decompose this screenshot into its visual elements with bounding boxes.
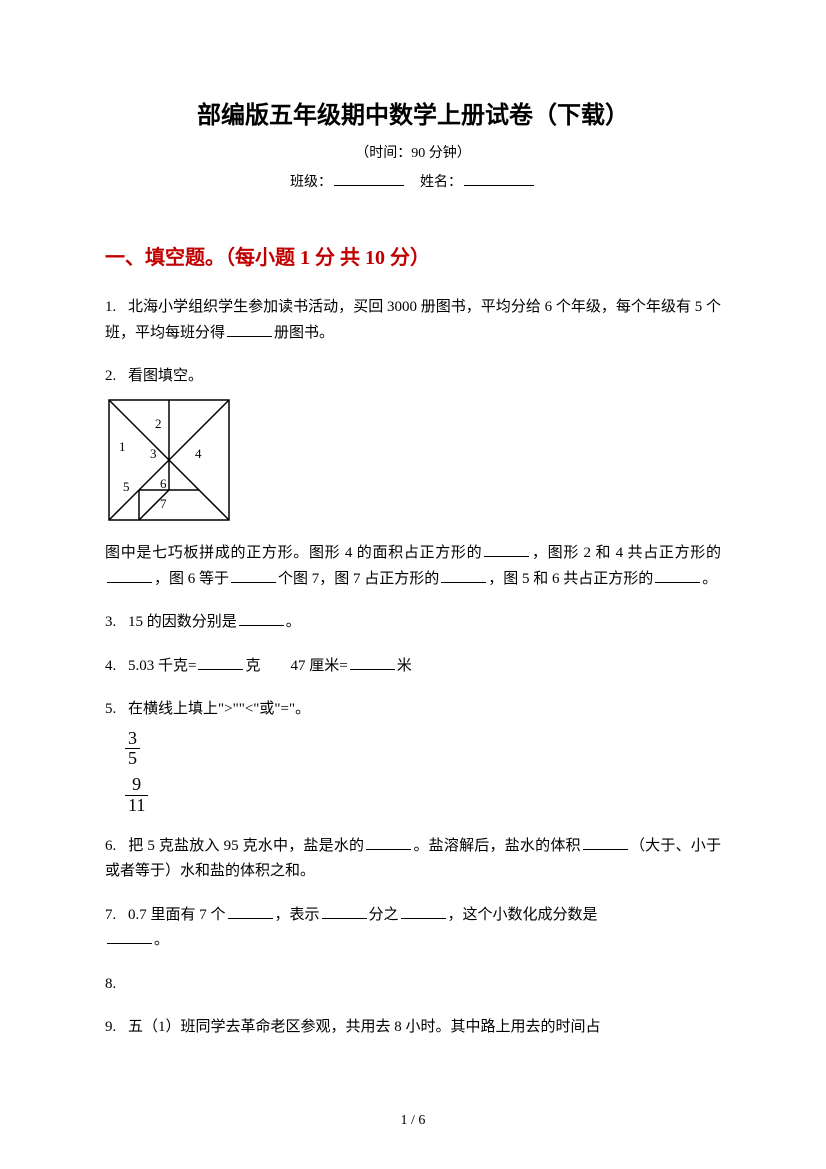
question-7: 7. 0.7 里面有 7 个 ，表示 分之 ，这个小数化成分数是。 [105,903,721,954]
q7-blank-2[interactable] [322,903,367,919]
q5-frac2-num: 9 [125,775,148,796]
q9-number: 9. [105,1019,116,1035]
q7-blank-3[interactable] [401,903,446,919]
q7-number: 7. [105,907,116,923]
name-blank[interactable] [464,170,534,186]
q6-text-a: 把 5 克盐放入 95 克水中，盐是水的 [128,838,364,854]
q2-text-d: 个图 7，图 7 占正方形的 [278,571,439,587]
q1-text-a: 北海小学组织学生参加读书活动，买回 3000 册图书，平均分给 6 个年级，每个… [105,299,721,341]
q2-blank-1[interactable] [484,541,529,557]
page-footer: 1 / 6 [0,1113,826,1129]
q2-text-e: ，图 5 和 6 共占正方形的 [488,571,653,587]
q7-text-a: 0.7 里面有 7 个 [128,907,226,923]
q6-blank-2[interactable] [583,834,628,850]
question-8: 8. [105,972,721,998]
q7-blank-4[interactable] [107,928,152,944]
q4-text-d: 米 [397,658,412,674]
question-2: 2. 看图填空。 1 2 3 4 5 6 7 [105,364,721,592]
exam-time: （时间：90 分钟） [105,142,721,162]
svg-text:7: 7 [160,496,167,511]
q3-blank[interactable] [239,610,284,626]
q4-number: 4. [105,658,116,674]
q2-blank-3[interactable] [231,567,276,583]
q5-frac1-den: 5 [125,749,140,769]
q5-fraction-1: 3 5 [125,729,140,770]
section-1-header: 一、填空题。（每小题 1 分 共 10 分） [105,241,721,270]
q6-number: 6. [105,838,116,854]
svg-text:6: 6 [160,476,167,491]
question-6: 6. 把 5 克盐放入 95 克水中，盐是水的。盐溶解后，盐水的体积（大于、小于… [105,834,721,885]
question-4: 4. 5.03 千克= 克 47 厘米= 米 [105,654,721,680]
q8-number: 8. [105,976,116,992]
q3-number: 3. [105,614,116,630]
q2-blank-5[interactable] [655,567,700,583]
q2-text-a: 图中是七巧板拼成的正方形。图形 4 的面积占正方形的 [105,545,482,561]
q1-text-b: 册图书。 [274,325,334,341]
q2-text-b: ，图形 2 和 4 共占正方形的 [531,545,721,561]
q5-fraction-2: 9 11 [125,775,148,816]
q3-text-b: 。 [286,614,301,630]
svg-text:3: 3 [150,446,157,461]
q2-lead: 看图填空。 [128,368,203,384]
exam-title: 部编版五年级期中数学上册试卷（下载） [105,95,721,130]
question-5: 5. 在横线上填上">""<"或"="。 3 5 9 11 [105,697,721,816]
q1-number: 1. [105,299,116,315]
svg-text:1: 1 [119,439,126,454]
question-9: 9. 五（1）班同学去革命老区参观，共用去 8 小时。其中路上用去的时间占 [105,1015,721,1041]
svg-text:4: 4 [195,446,202,461]
q6-text-b: 。盐溶解后，盐水的体积 [413,838,581,854]
q1-blank[interactable] [227,321,272,337]
q2-text-f: 。 [702,571,717,587]
question-3: 3. 15 的因数分别是 。 [105,610,721,636]
question-1: 1. 北海小学组织学生参加读书活动，买回 3000 册图书，平均分给 6 个年级… [105,295,721,346]
q4-blank-1[interactable] [198,654,243,670]
q5-frac2-den: 11 [125,796,148,816]
class-blank[interactable] [334,170,404,186]
student-info-line: 班级： 姓名： [105,170,721,191]
q2-text-c: ，图 6 等于 [154,571,229,587]
q7-text-e: 。 [154,932,169,948]
q7-text-b: ，表示 [275,907,320,923]
q6-blank-1[interactable] [366,834,411,850]
class-label: 班级： [290,175,332,190]
q5-frac1-num: 3 [125,729,140,750]
q3-text-a: 15 的因数分别是 [128,614,237,630]
name-label: 姓名： [420,175,462,190]
q4-text-b: 克 [245,658,260,674]
q5-lead: 在横线上填上">""<"或"="。 [128,701,310,717]
q7-blank-1[interactable] [228,903,273,919]
q5-number: 5. [105,701,116,717]
q4-text-a: 5.03 千克= [128,658,196,674]
tangram-figure: 1 2 3 4 5 6 7 [105,396,721,532]
q2-blank-4[interactable] [441,567,486,583]
q9-text: 五（1）班同学去革命老区参观，共用去 8 小时。其中路上用去的时间占 [128,1019,601,1035]
svg-text:2: 2 [155,416,162,431]
q2-blank-2[interactable] [107,567,152,583]
q4-blank-2[interactable] [350,654,395,670]
svg-text:5: 5 [123,479,130,494]
q7-text-c: 分之 [369,907,399,923]
q7-text-d: ，这个小数化成分数是 [448,907,598,923]
q2-number: 2. [105,368,116,384]
q4-text-c: 47 厘米= [290,658,347,674]
